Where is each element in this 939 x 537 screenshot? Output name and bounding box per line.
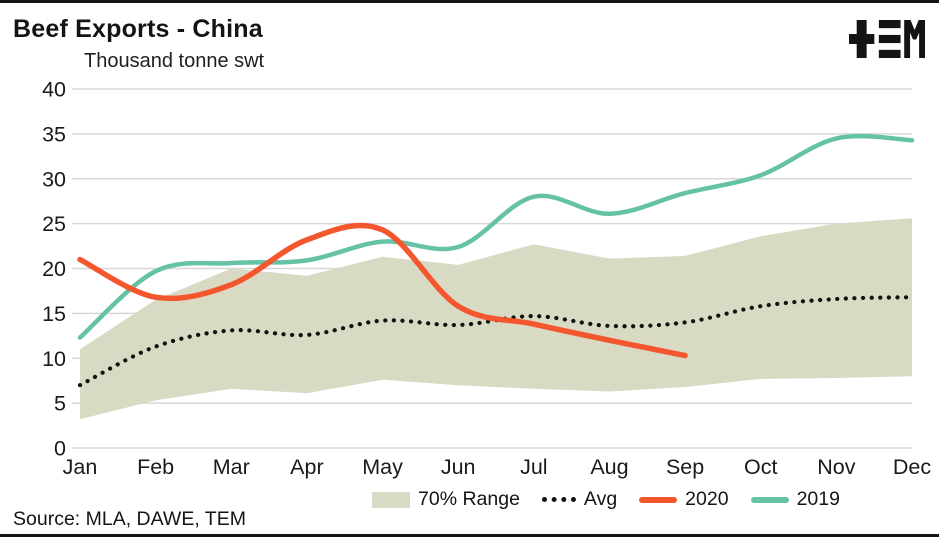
legend-label-70-range: 70% Range — [418, 488, 520, 510]
chart-canvas: 0 5 10 15 20 25 30 35 40 Jan Feb Mar Apr May Jun Jul Aug… — [42, 78, 931, 480]
x-tick-label: May — [362, 455, 403, 479]
chart-legend: 70% Range Avg 2020 2019 — [372, 488, 840, 511]
legend-label-avg: Avg — [583, 488, 618, 510]
legend-item-70-range: 70% Range — [372, 488, 520, 511]
legend-item-2020: 2020 — [639, 488, 729, 511]
x-tick-label: Feb — [137, 455, 174, 479]
page-title: Beef Exports - China — [13, 15, 263, 43]
y-tick-label: 5 — [54, 392, 66, 416]
x-tick-label: Sep — [666, 455, 704, 479]
legend-label-2020: 2020 — [685, 488, 729, 510]
tem-logo-icon — [849, 14, 925, 64]
y-tick-label: 10 — [42, 347, 66, 371]
legend-swatch-avg — [541, 497, 576, 502]
x-tick-label: Jan — [63, 455, 98, 479]
tem-logo-svg — [849, 20, 925, 58]
legend-swatch-2020 — [639, 496, 678, 503]
x-tick-label: Dec — [893, 455, 931, 479]
y-tick-label: 20 — [42, 257, 66, 281]
y-tick-label: 15 — [42, 302, 66, 326]
axis-units-label: Thousand tonne swt — [84, 50, 265, 72]
y-tick-label: 25 — [42, 212, 66, 236]
legend-item-avg: Avg — [541, 488, 618, 511]
legend-swatch-2019 — [750, 496, 789, 503]
x-tick-label: Nov — [817, 455, 855, 479]
legend-label-2019: 2019 — [796, 488, 840, 510]
series-line-2019 — [77, 133, 915, 340]
x-tick-label: Jun — [441, 455, 476, 479]
x-tick-label: Aug — [590, 455, 628, 479]
y-tick-label: 40 — [42, 78, 66, 102]
legend-swatch-70-range — [372, 491, 410, 508]
y-tick-label: 30 — [42, 167, 66, 191]
y-tick-label: 35 — [42, 122, 66, 146]
legend-item-2019: 2019 — [750, 488, 840, 511]
x-tick-label: Oct — [744, 455, 777, 479]
y-tick-label: 0 — [54, 437, 66, 461]
source-note: Source: MLA, DAWE, TEM — [13, 508, 246, 530]
series-line-2020 — [77, 222, 688, 359]
x-tick-label: Mar — [213, 455, 250, 479]
x-tick-label: Apr — [290, 455, 323, 479]
x-tick-label: Jul — [520, 455, 547, 479]
